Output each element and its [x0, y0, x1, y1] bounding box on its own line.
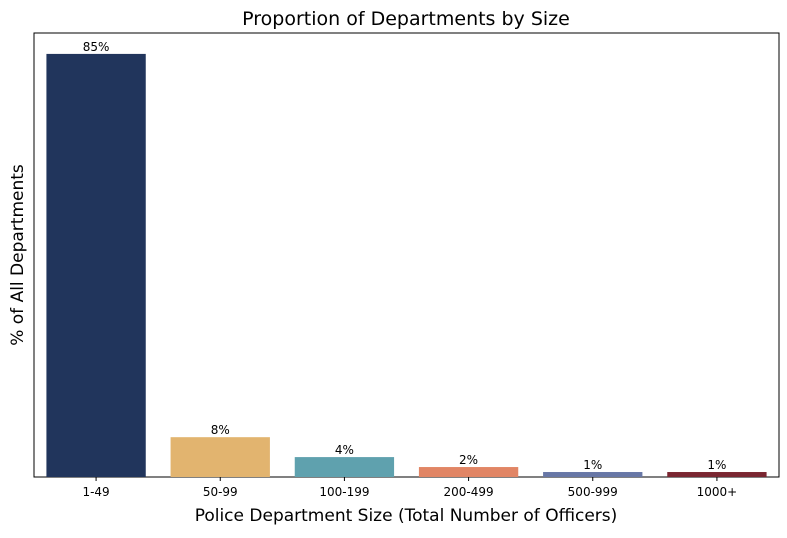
data-label-50-99: 8% [211, 423, 230, 437]
x-tick-label-100-199: 100-199 [319, 485, 369, 499]
x-tick-label-1-49: 1-49 [82, 485, 109, 499]
plot-frame [33, 32, 780, 478]
bar-200-499 [418, 467, 519, 477]
x-axis-label: Police Department Size (Total Number of … [195, 506, 618, 526]
x-tick-label-500-999: 500-999 [568, 485, 618, 499]
bar-100-199 [294, 457, 395, 477]
bar-50-99 [170, 437, 270, 477]
x-axis-ticks: 1-49 50-99 100-199 200-499 500-999 1000+ [82, 477, 737, 499]
bar-500-999 [543, 472, 643, 477]
data-label-500-999: 1% [583, 458, 602, 472]
x-tick-label-200-499: 200-499 [444, 485, 494, 499]
data-labels: 85% 8% 4% 2% 1% 1% [83, 40, 727, 472]
bar-series [46, 53, 767, 477]
data-label-1000+: 1% [707, 458, 726, 472]
data-label-200-499: 2% [459, 453, 478, 467]
bar-1-49 [46, 53, 146, 477]
chart-title: Proportion of Departments by Size [242, 8, 570, 30]
plot-area: 85% 8% 4% 2% 1% 1% 1-49 50-99 100-199 200-499 500… [33, 32, 780, 499]
data-label-1-49: 85% [83, 40, 110, 54]
bar-1000+ [667, 472, 767, 477]
x-tick-label-50-99: 50-99 [203, 485, 238, 499]
data-label-100-199: 4% [335, 443, 354, 457]
y-axis-label: % of All Departments [8, 164, 28, 346]
x-tick-label-1000+: 1000+ [697, 485, 738, 499]
